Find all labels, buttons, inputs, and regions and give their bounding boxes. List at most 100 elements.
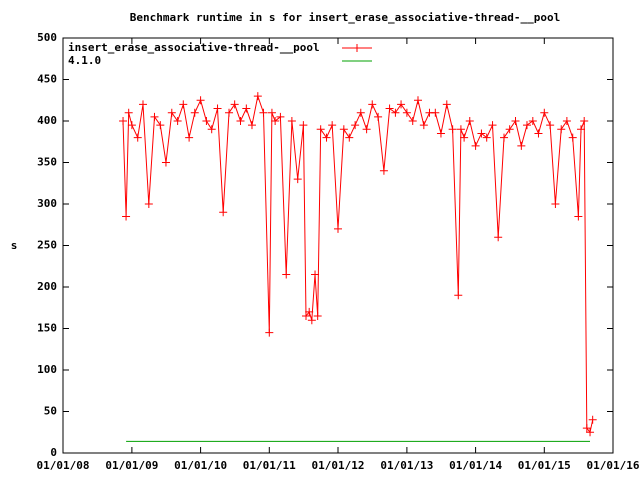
chart-title: Benchmark runtime in s for insert_erase_…	[130, 11, 560, 24]
y-tick-label: 200	[37, 280, 57, 293]
point-marker	[150, 112, 159, 121]
point-marker	[586, 428, 595, 437]
point-marker	[482, 133, 491, 142]
point-marker	[477, 129, 486, 138]
point-marker	[334, 224, 342, 233]
point-marker	[207, 125, 216, 134]
point-marker	[494, 233, 503, 242]
y-tick-label: 50	[44, 405, 57, 418]
point-marker	[546, 121, 555, 130]
point-marker	[454, 291, 463, 300]
point-marker	[577, 125, 586, 134]
point-marker	[460, 133, 469, 142]
point-marker	[119, 117, 128, 125]
y-axis-label: s	[11, 239, 18, 252]
point-marker	[156, 121, 165, 130]
point-marker	[413, 96, 422, 105]
x-tick-label: 01/01/15	[518, 459, 571, 472]
y-tick-label: 500	[37, 31, 57, 44]
point-marker	[436, 129, 445, 138]
point-marker	[588, 415, 597, 424]
y-tick-label: 0	[50, 446, 57, 459]
x-tick-label: 01/01/16	[587, 459, 640, 472]
point-marker	[305, 307, 314, 316]
y-tick-label: 150	[37, 322, 57, 335]
x-tick-label: 01/01/12	[312, 459, 365, 472]
point-marker	[307, 316, 316, 325]
point-marker	[408, 117, 417, 125]
y-tick-label: 400	[37, 114, 57, 127]
point-marker	[339, 125, 348, 134]
point-marker	[287, 117, 296, 125]
point-marker	[242, 104, 251, 113]
point-marker	[161, 158, 170, 167]
y-tick-label: 350	[37, 156, 57, 169]
point-marker	[580, 117, 589, 125]
point-marker	[356, 108, 365, 117]
plot-frame	[62, 37, 614, 454]
legend-label: insert_erase_associative-thread-__pool	[68, 41, 320, 54]
point-marker	[219, 208, 228, 217]
x-tick-label: 01/01/13	[380, 459, 433, 472]
x-tick-label: 01/01/08	[37, 459, 90, 472]
y-tick-label: 300	[37, 197, 57, 210]
point-marker	[582, 424, 591, 433]
point-marker	[568, 133, 577, 142]
point-marker	[385, 104, 394, 113]
point-marker	[374, 112, 383, 121]
x-tick-label: 01/01/14	[449, 459, 502, 472]
point-marker	[259, 108, 268, 117]
point-marker	[271, 117, 280, 125]
point-marker	[299, 121, 308, 130]
point-marker	[465, 117, 474, 125]
point-marker	[391, 108, 400, 117]
point-marker	[133, 133, 142, 142]
point-marker	[253, 92, 262, 101]
point-marker	[202, 117, 211, 125]
point-marker	[144, 200, 153, 208]
point-marker	[500, 133, 509, 142]
series-line	[122, 94, 594, 434]
point-marker	[122, 212, 131, 221]
point-marker	[528, 117, 537, 125]
point-marker	[397, 100, 406, 109]
point-marker	[316, 125, 325, 134]
point-marker	[302, 312, 311, 321]
point-marker	[517, 141, 526, 150]
point-marker	[511, 117, 520, 125]
point-marker	[267, 108, 276, 117]
x-tick-label: 01/01/11	[243, 459, 296, 472]
point-marker	[213, 104, 222, 113]
point-marker	[488, 121, 497, 130]
point-marker	[124, 108, 133, 117]
point-marker	[230, 100, 239, 109]
point-marker	[247, 121, 256, 130]
point-marker	[456, 125, 465, 134]
point-marker	[442, 100, 451, 109]
legend-marker	[353, 44, 361, 52]
y-tick-label: 250	[37, 239, 57, 252]
point-marker	[379, 166, 388, 175]
point-marker	[265, 328, 274, 337]
point-marker	[534, 129, 543, 138]
legend-label: 4.1.0	[68, 54, 101, 67]
point-marker	[236, 117, 245, 125]
point-marker	[419, 121, 428, 130]
point-marker	[402, 108, 411, 117]
point-marker	[173, 117, 182, 125]
x-tick-label: 01/01/10	[174, 459, 227, 472]
point-marker	[167, 108, 176, 117]
point-marker	[522, 121, 531, 130]
point-marker	[551, 200, 560, 208]
point-marker	[540, 108, 549, 117]
point-marker	[293, 175, 302, 184]
point-marker	[322, 133, 331, 142]
x-tick-label: 01/01/09	[105, 459, 158, 472]
point-marker	[362, 125, 371, 134]
point-marker	[185, 133, 194, 142]
point-marker	[562, 117, 571, 125]
point-marker	[351, 121, 360, 130]
point-marker	[225, 108, 234, 117]
point-marker	[179, 100, 188, 109]
